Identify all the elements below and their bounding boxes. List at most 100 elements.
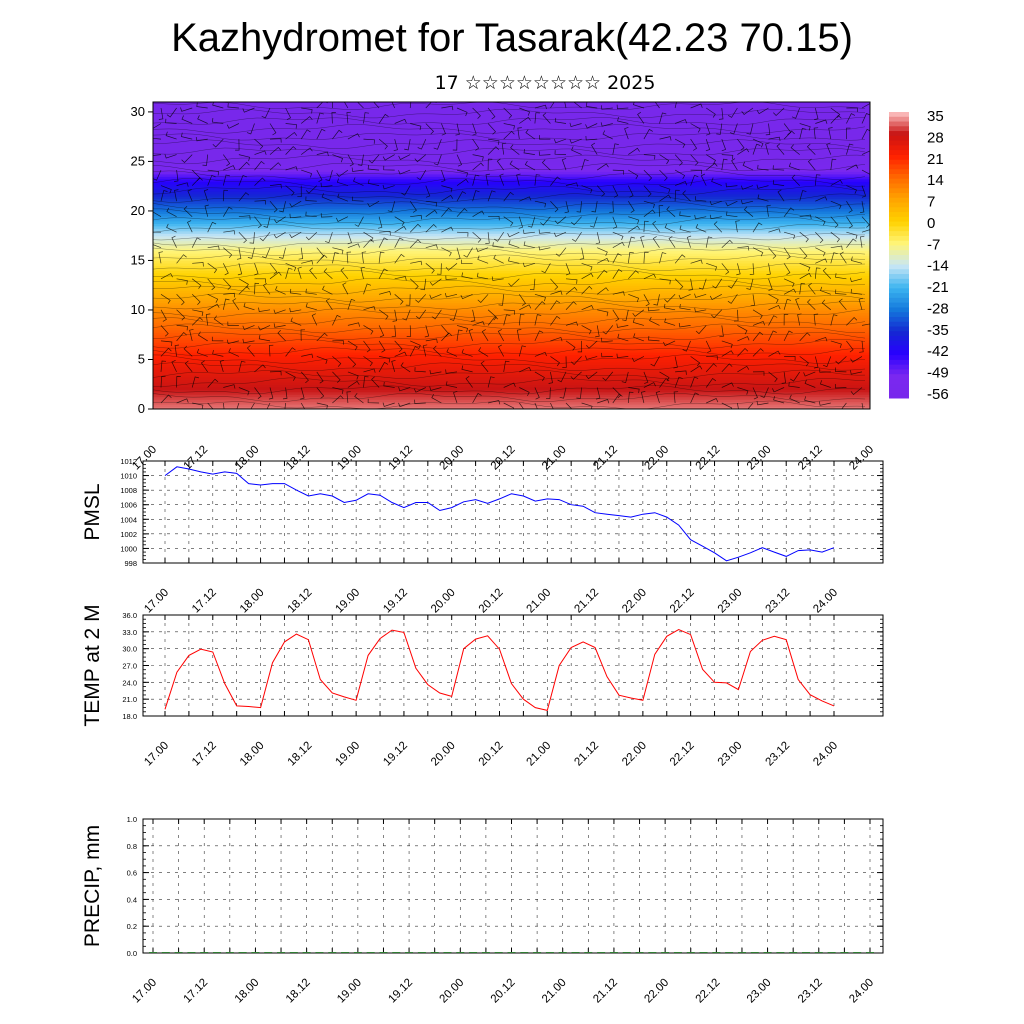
wind-barb bbox=[550, 278, 559, 290]
temperature-band bbox=[153, 344, 870, 348]
wind-barb bbox=[268, 387, 274, 400]
x-tick-label: 23.12 bbox=[796, 977, 825, 1006]
wind-barb bbox=[300, 147, 313, 155]
temp2m-panel: 18.0 21.0 24.0 27.0 30.0 33.0 36.0 TEMP at 2 M 1… bbox=[81, 604, 884, 768]
wind-barb bbox=[493, 254, 504, 264]
wind-barb bbox=[627, 252, 634, 264]
wind-barb bbox=[316, 254, 328, 264]
wind-barb bbox=[363, 239, 375, 248]
wind-barb bbox=[783, 288, 797, 295]
colorbar-segment bbox=[889, 183, 909, 189]
colorbar-label: -14 bbox=[927, 258, 949, 275]
wind-barb bbox=[830, 245, 843, 251]
y-axis-title: PRECIP, mm bbox=[81, 825, 104, 947]
wind-barb bbox=[238, 154, 251, 162]
precip-bar bbox=[353, 952, 362, 953]
wind-barb bbox=[705, 378, 717, 388]
colorbar-segment bbox=[889, 316, 909, 323]
wind-barb bbox=[846, 107, 858, 112]
wind-barb bbox=[347, 243, 360, 249]
wind-barb bbox=[612, 309, 620, 322]
wind-barb bbox=[519, 304, 532, 311]
colorbar-segment bbox=[889, 240, 909, 246]
wind-barb bbox=[826, 142, 832, 155]
wind-barb bbox=[752, 331, 764, 342]
temperature-band bbox=[153, 359, 870, 363]
wind-barb bbox=[441, 169, 446, 183]
wind-barb bbox=[301, 169, 313, 178]
wind-barb bbox=[768, 371, 778, 383]
contour-line bbox=[153, 308, 866, 318]
wind-barb bbox=[828, 127, 833, 140]
colorbar-segment bbox=[889, 135, 909, 142]
wind-barb bbox=[335, 216, 349, 222]
precip-bar bbox=[417, 952, 426, 953]
wind-barb bbox=[456, 329, 463, 341]
contour-line bbox=[153, 369, 866, 380]
temperature-band bbox=[153, 201, 870, 205]
wind-barb bbox=[325, 170, 333, 182]
wind-barb bbox=[301, 353, 314, 358]
x-tick-label: 19.00 bbox=[335, 444, 364, 473]
wind-barb bbox=[859, 201, 865, 214]
wind-barb bbox=[773, 396, 785, 404]
wind-barb bbox=[398, 154, 411, 160]
wind-barb bbox=[523, 148, 535, 155]
wind-barb bbox=[494, 232, 504, 242]
y-tick-label: 20 bbox=[131, 203, 145, 218]
temperature-band bbox=[153, 282, 870, 286]
wind-barb bbox=[176, 278, 188, 285]
temperature-band bbox=[153, 109, 870, 113]
wind-barb bbox=[564, 102, 567, 109]
wind-barb bbox=[861, 103, 870, 109]
y-tick-label: 30.0 bbox=[122, 645, 137, 654]
wind-barb bbox=[721, 350, 734, 357]
wind-barb bbox=[160, 309, 167, 322]
precip-bar bbox=[315, 952, 324, 953]
wind-barb bbox=[461, 259, 473, 265]
wind-barb bbox=[612, 269, 623, 279]
temperature-band bbox=[153, 225, 870, 229]
wind-barb bbox=[382, 402, 395, 407]
wind-barb bbox=[232, 298, 240, 310]
wind-barb bbox=[569, 138, 582, 144]
wind-barb bbox=[628, 201, 635, 213]
wind-barb bbox=[160, 294, 171, 304]
wind-barb bbox=[367, 179, 380, 186]
wind-barb bbox=[410, 123, 422, 131]
wind-barb bbox=[577, 340, 583, 353]
temperature-band bbox=[153, 141, 870, 145]
wind-barb bbox=[719, 325, 724, 338]
precip-bar bbox=[289, 952, 298, 953]
wind-barb bbox=[236, 402, 240, 409]
wind-barb bbox=[476, 247, 489, 252]
wind-barb bbox=[804, 379, 816, 388]
precip-bar bbox=[341, 952, 350, 953]
wind-barb bbox=[581, 272, 594, 280]
wind-barb bbox=[414, 399, 426, 404]
wind-barb bbox=[254, 278, 266, 283]
wind-barb bbox=[398, 402, 411, 408]
contour-line bbox=[153, 277, 866, 287]
wind-barb bbox=[728, 107, 738, 118]
wind-barb bbox=[534, 330, 544, 342]
wind-barb bbox=[472, 154, 484, 161]
wind-barb bbox=[461, 272, 473, 280]
colorbar-segment bbox=[889, 193, 909, 199]
wind-barb bbox=[332, 154, 344, 163]
precip-bar bbox=[379, 952, 388, 953]
wind-barb bbox=[456, 247, 461, 260]
contour-line bbox=[153, 139, 866, 149]
wind-barb bbox=[674, 102, 677, 109]
wind-barb bbox=[846, 317, 858, 326]
colorbar-segment bbox=[889, 369, 909, 375]
wind-barb bbox=[223, 384, 236, 389]
precip-bar bbox=[494, 952, 503, 953]
wind-barb bbox=[297, 266, 302, 279]
y-tick-label: 36.0 bbox=[122, 611, 137, 620]
wind-barb bbox=[752, 222, 763, 233]
contour-line bbox=[153, 216, 866, 225]
wind-barb bbox=[721, 340, 733, 349]
wind-barb bbox=[247, 247, 255, 259]
precip-bar bbox=[533, 952, 542, 953]
